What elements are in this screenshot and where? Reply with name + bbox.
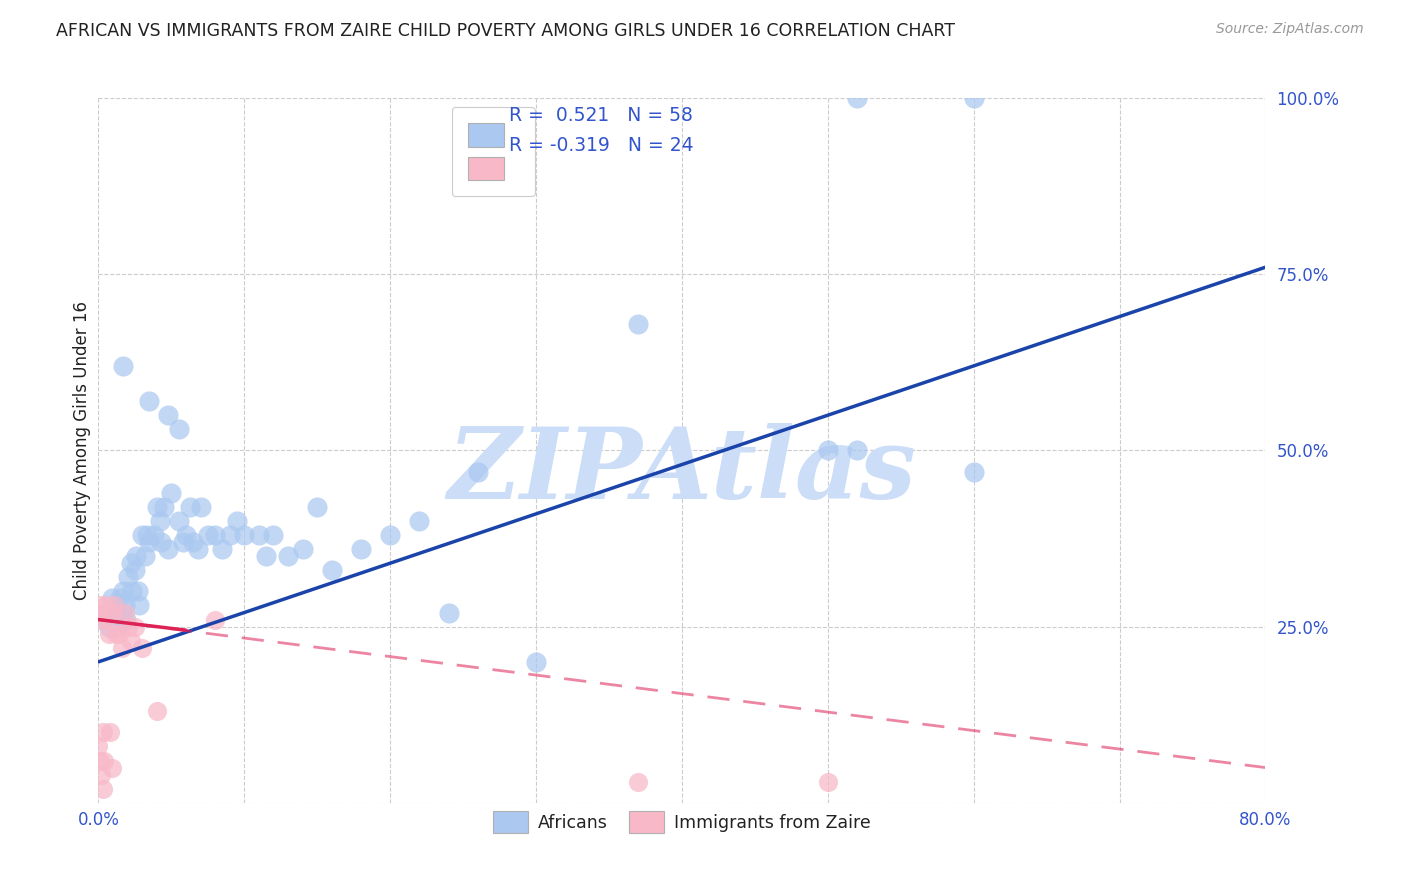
Point [127,584,149,599]
Point [115,613,138,627]
Point [262,528,284,542]
Point [105,619,128,633]
Point [817,774,839,789]
Point [153,500,176,514]
Text: R = -0.319   N = 24: R = -0.319 N = 24 [509,136,693,155]
Point [124,563,146,577]
Point [204,613,226,627]
Point [97,626,120,640]
Point [103,599,125,613]
Point [131,528,153,542]
Point [112,584,135,599]
Point [108,626,131,640]
Point [138,394,160,409]
Point [204,528,226,542]
Point [110,591,132,606]
Point [627,774,650,789]
Point [96,613,118,627]
Point [254,549,277,564]
Point [291,542,314,557]
Point [307,500,329,514]
Point [218,528,240,542]
Point [120,633,142,648]
Point [100,760,122,774]
Point [846,91,869,105]
Point [197,528,219,542]
Point [408,514,430,528]
Point [167,422,190,436]
Point [111,640,134,655]
Point [91,781,114,796]
Point [94,606,117,620]
Point [181,535,204,549]
Point [160,485,183,500]
Point [91,725,114,739]
Point [157,408,180,422]
Point [120,556,142,570]
Point [142,528,165,542]
Point [125,549,148,564]
Point [627,317,650,331]
Point [112,359,135,373]
Point [437,606,460,620]
Point [380,528,402,542]
Point [138,535,160,549]
Point [104,606,127,620]
Y-axis label: Child Poverty Among Girls Under 16: Child Poverty Among Girls Under 16 [73,301,91,600]
Point [93,754,115,768]
Point [321,563,343,577]
Point [179,500,201,514]
Point [211,542,233,557]
Point [104,626,127,640]
Point [962,91,984,105]
Point [172,535,194,549]
Point [90,613,112,627]
Point [117,619,139,633]
Point [149,514,172,528]
Point [111,606,134,620]
Point [233,528,256,542]
Point [98,725,121,739]
Point [117,570,139,584]
Point [89,754,111,768]
Text: Source: ZipAtlas.com: Source: ZipAtlas.com [1216,22,1364,37]
Legend: Africans, Immigrants from Zaire: Africans, Immigrants from Zaire [486,804,877,840]
Point [87,606,110,620]
Point [97,619,120,633]
Point [187,542,209,557]
Point [157,542,180,557]
Point [135,528,157,542]
Point [146,500,169,514]
Point [524,655,547,669]
Point [128,599,150,613]
Point [174,528,197,542]
Point [467,465,489,479]
Point [94,599,117,613]
Point [350,542,373,557]
Point [101,606,124,620]
Text: R =  0.521   N = 58: R = 0.521 N = 58 [509,106,693,126]
Point [226,514,249,528]
Point [817,443,839,458]
Point [114,606,136,620]
Point [89,599,111,613]
Point [190,500,212,514]
Point [277,549,299,564]
Point [87,739,110,754]
Point [247,528,270,542]
Point [131,640,153,655]
Point [150,535,173,549]
Point [846,443,869,458]
Point [134,549,156,564]
Point [962,465,984,479]
Point [167,514,190,528]
Point [100,591,122,606]
Point [90,767,112,781]
Text: AFRICAN VS IMMIGRANTS FROM ZAIRE CHILD POVERTY AMONG GIRLS UNDER 16 CORRELATION : AFRICAN VS IMMIGRANTS FROM ZAIRE CHILD P… [56,22,955,40]
Text: ZIPAtlas: ZIPAtlas [447,424,917,520]
Point [146,704,169,718]
Point [124,619,146,633]
Point [114,599,136,613]
Point [121,584,143,599]
